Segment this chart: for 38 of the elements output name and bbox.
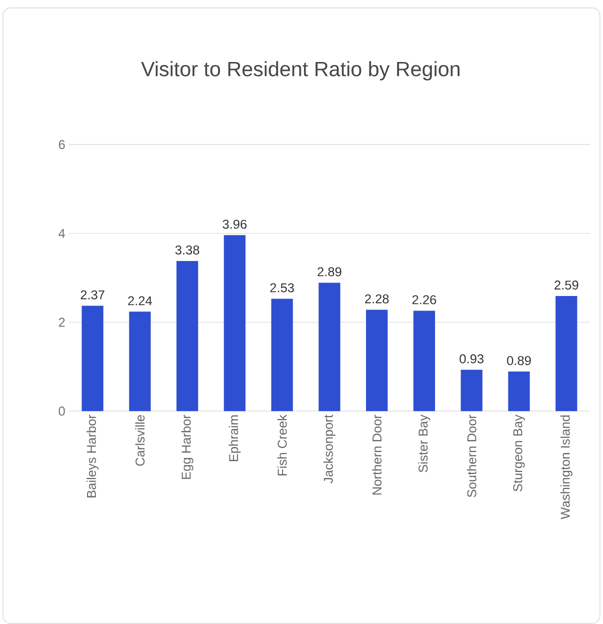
y-tick-label: 4 <box>58 229 66 238</box>
data-label: 2.26 <box>412 295 436 304</box>
x-tick-label: Sturgeon Bay <box>513 414 525 492</box>
data-label: 0.93 <box>460 354 484 364</box>
bar <box>556 296 578 412</box>
bar <box>508 372 530 412</box>
x-tick-label: Carlsville <box>135 415 145 466</box>
x-tick-label: Jacksonport <box>324 414 336 484</box>
data-label: 2.59 <box>554 280 578 290</box>
bar <box>413 310 436 412</box>
bar <box>82 306 104 412</box>
y-tick-label: 6 <box>58 140 65 150</box>
x-tick-label: Baileys Harbor <box>86 414 99 498</box>
data-label: 3.38 <box>175 245 200 255</box>
data-label: 2.24 <box>128 296 152 306</box>
bar <box>318 282 340 412</box>
bar <box>366 310 388 412</box>
data-label: 2.28 <box>365 294 389 304</box>
data-label: 2.53 <box>270 283 294 292</box>
bar <box>271 298 293 412</box>
y-tick-label: 0 <box>58 406 65 416</box>
x-tick-label: Northern Door <box>372 414 382 495</box>
bar <box>176 260 198 412</box>
data-label: 2.89 <box>318 267 342 276</box>
data-label: 3.96 <box>222 220 247 229</box>
x-tick-label: Fish Creek <box>277 414 287 476</box>
y-tick-label: 2 <box>58 318 65 327</box>
bar <box>129 312 151 412</box>
chart-title: Visitor to Resident Ratio by Region <box>141 61 460 80</box>
data-label: 0.89 <box>507 356 531 366</box>
x-tick-label: Egg Harbor <box>181 414 194 479</box>
bar <box>460 370 482 412</box>
bar <box>224 235 246 412</box>
x-tick-label: Sister Bay <box>418 414 430 472</box>
x-tick-label: Southern Door <box>466 414 476 498</box>
x-tick-label: Ephraim <box>228 415 241 462</box>
data-label: 2.37 <box>80 290 104 300</box>
x-tick-label: Washington Island <box>560 415 572 520</box>
